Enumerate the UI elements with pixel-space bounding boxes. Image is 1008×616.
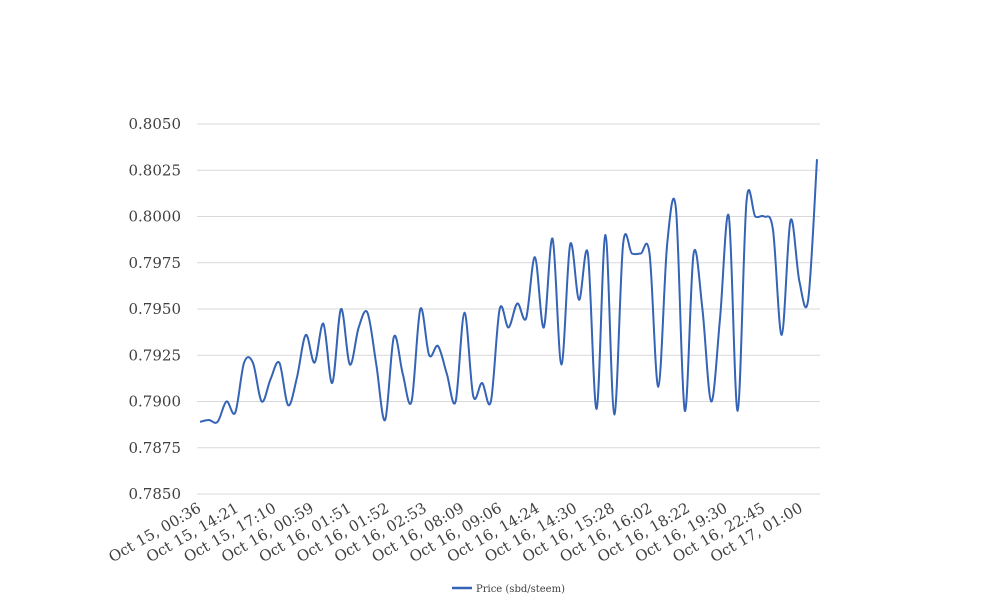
series-line-price [199,159,818,424]
y-tick-label: 0.8025 [129,161,182,179]
y-tick-label: 0.7950 [129,300,182,318]
series-layer [199,159,818,424]
y-axis-tick-labels: 0.8050 0.8025 0.8000 0.7975 0.7950 0.7925 0.79… [129,115,182,503]
y-tick-label: 0.7925 [129,346,182,364]
legend-label: Price (sbd/steem) [476,584,565,595]
y-tick-label: 0.7975 [129,254,182,272]
y-tick-label: 0.7850 [129,485,182,503]
y-tick-label: 0.7875 [129,439,182,457]
y-tick-label: 0.8000 [129,208,182,226]
y-tick-label: 0.8050 [129,115,182,133]
gridlines [197,123,820,495]
y-tick-label: 0.7900 [129,393,182,411]
legend: Price (sbd/steem) [452,584,565,595]
